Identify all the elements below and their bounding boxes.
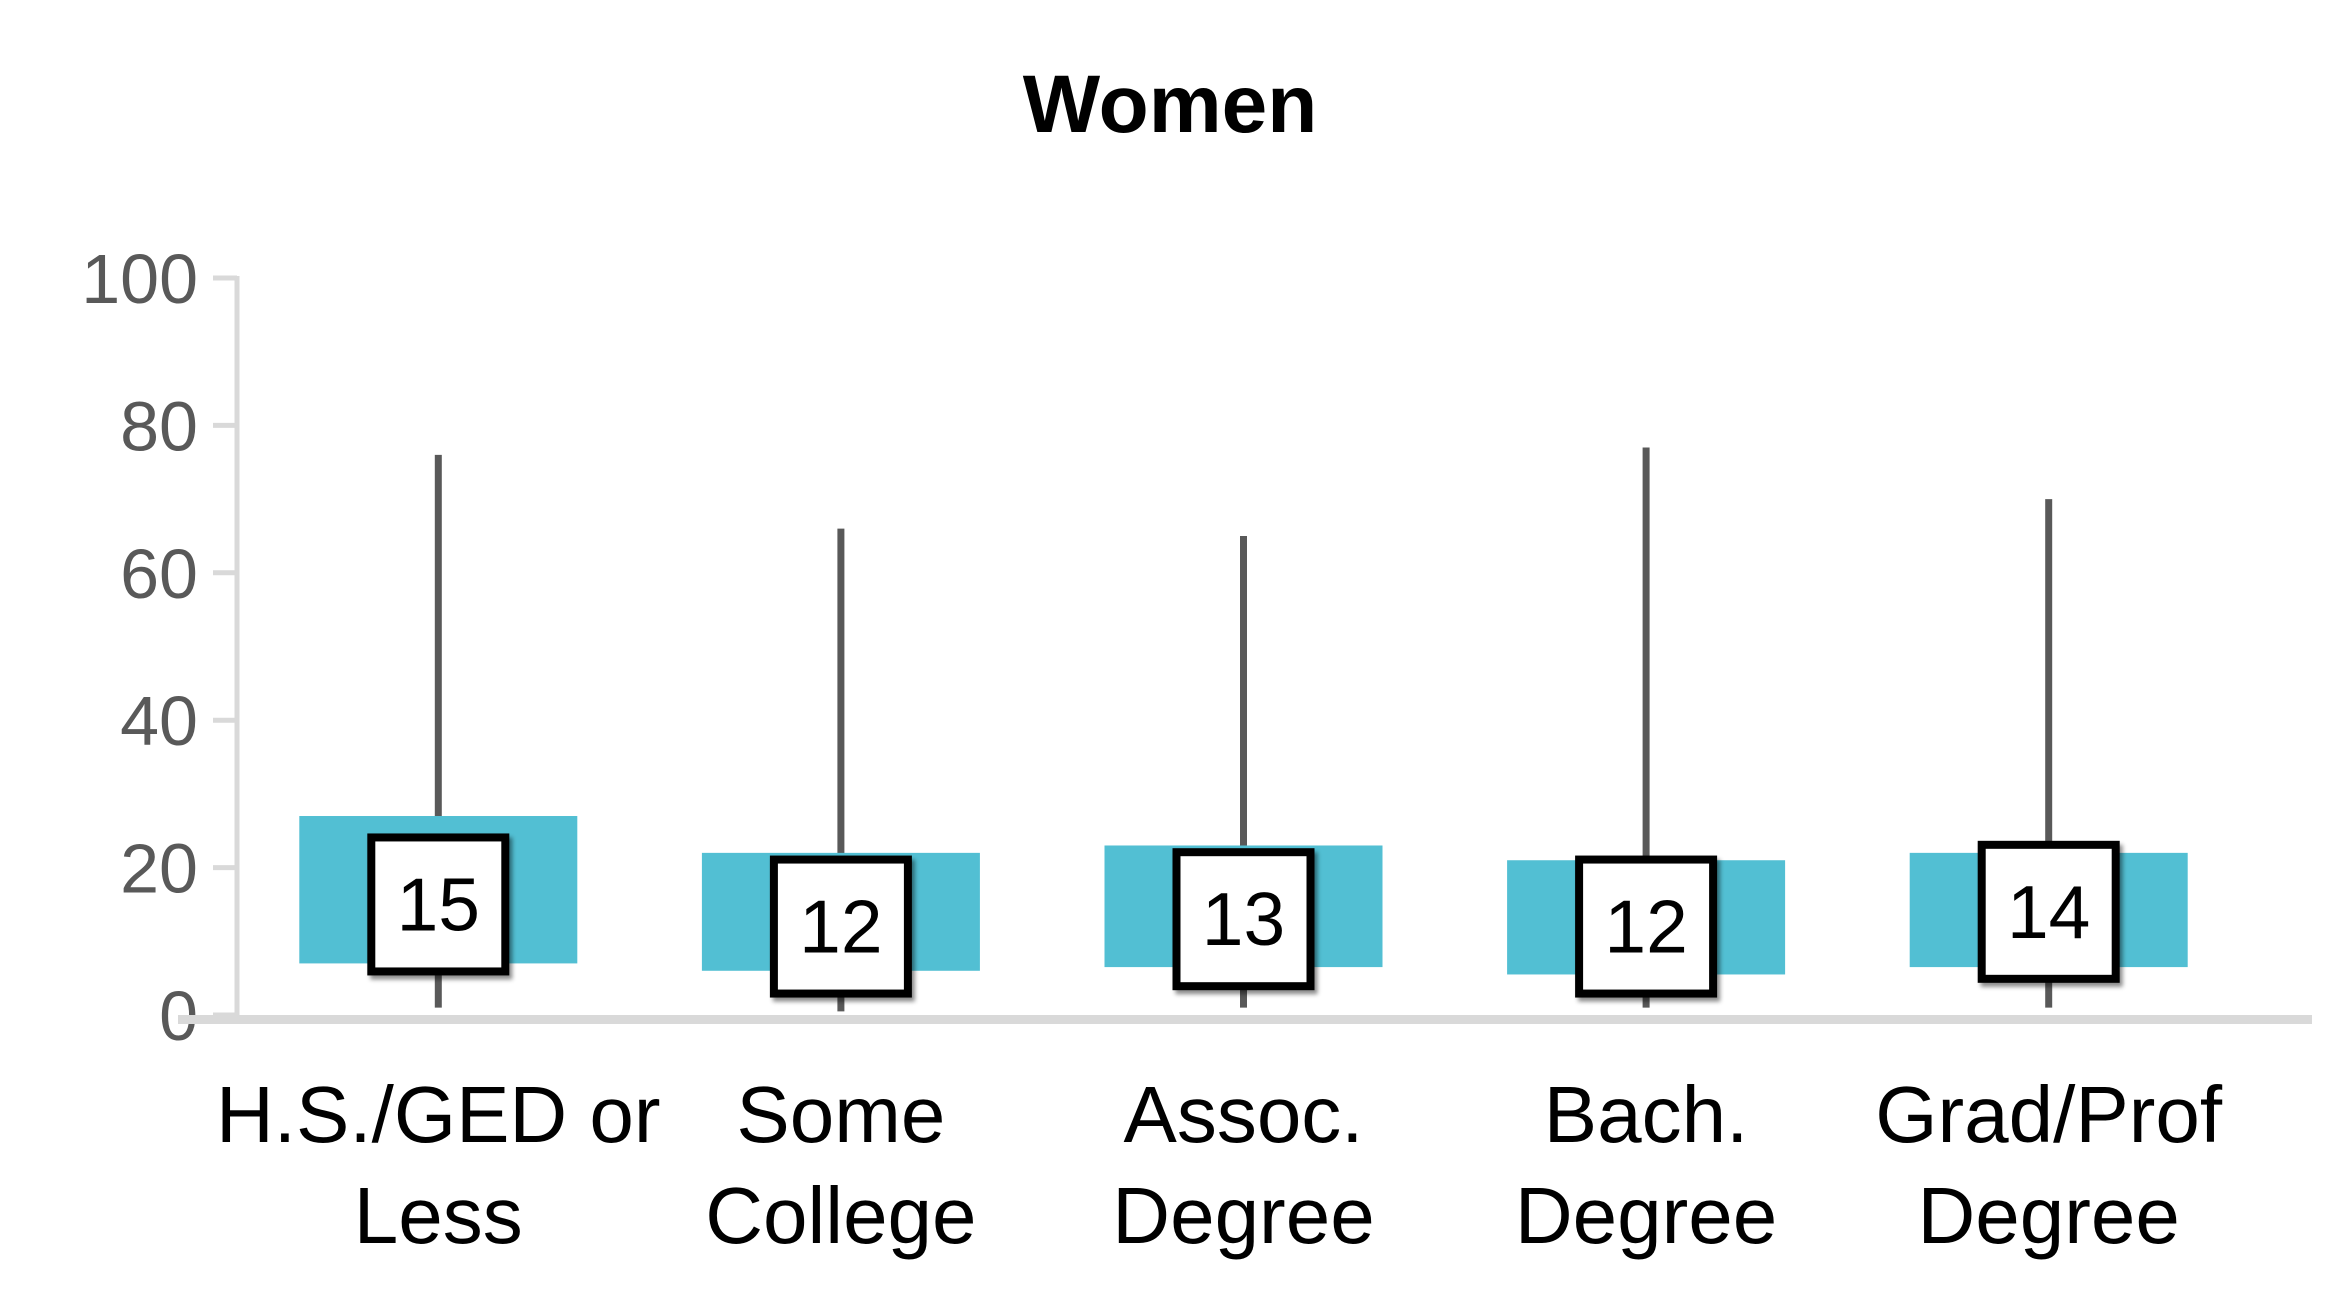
category-label-line1: H.S./GED or	[216, 1070, 661, 1159]
median-label-box	[769, 855, 912, 998]
median-label: 15	[397, 862, 480, 946]
median-label-box	[1172, 848, 1315, 991]
median-label: 13	[1202, 877, 1285, 961]
y-tick-label: 60	[120, 535, 198, 613]
category-label-line2: Degree	[1112, 1171, 1374, 1260]
chart-title: Women	[1022, 59, 1318, 150]
y-tick-label: 100	[81, 240, 198, 318]
category-label-line2: Degree	[1918, 1171, 2180, 1260]
category-label-line1: Assoc.	[1123, 1070, 1363, 1159]
category-label-line2: College	[705, 1171, 976, 1260]
y-tick-label: 40	[120, 682, 198, 760]
median-label: 12	[799, 885, 882, 969]
median-label: 12	[1604, 885, 1687, 969]
median-label: 14	[2007, 870, 2090, 954]
category-label-line1: Grad/Prof	[1875, 1070, 2223, 1159]
category-label-line1: Bach.	[1544, 1070, 1749, 1159]
median-label-box	[367, 833, 510, 976]
category-label-line2: Less	[354, 1171, 523, 1260]
median-label-box	[1575, 855, 1718, 998]
y-tick-label: 80	[120, 387, 198, 465]
category-label-line1: Some	[736, 1070, 945, 1159]
y-tick-label: 20	[120, 830, 198, 908]
median-label-box	[1977, 840, 2120, 983]
category-label-line2: Degree	[1515, 1171, 1777, 1260]
